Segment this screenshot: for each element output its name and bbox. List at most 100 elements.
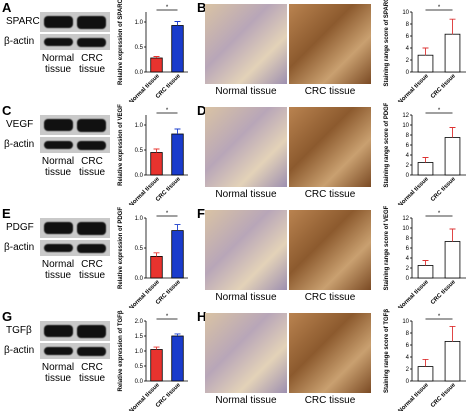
y-tick-label: 4 (406, 153, 410, 159)
bar (417, 54, 434, 73)
significance-mark: * (438, 211, 441, 217)
bar-chart: Staining range score of SPARC 0 2 4 6 8 10 Norm… (384, 0, 466, 102)
histology-image (205, 107, 287, 187)
error-bar (153, 56, 160, 58)
bar-chart: Staining range score of VEGF 0 2 4 6 8 10 12 Nor… (384, 206, 466, 308)
y-tick-label: 2 (406, 58, 410, 64)
image-label: CRC tissue (304, 189, 356, 200)
y-tick-label: 6 (406, 246, 410, 252)
y-tick-label: 0 (406, 70, 410, 76)
blot-band (77, 38, 106, 47)
histology-image (289, 313, 371, 393)
bar-chart: Relative expression of PDGF 0.00.51.0Norm… (118, 207, 188, 308)
error-bar (174, 224, 181, 231)
histology-image (289, 210, 371, 290)
histology-image (289, 107, 371, 187)
y-tick-label: 10 (402, 10, 409, 16)
histology-image (289, 4, 371, 84)
error-bar (153, 252, 160, 257)
y-tick-label: 2 (406, 163, 410, 169)
panel-letter: D (197, 103, 207, 118)
blot-band (77, 16, 106, 29)
blot-band (44, 325, 73, 337)
y-tick-label: 4 (406, 46, 410, 52)
x-tick-label: Normal tissue (398, 73, 431, 102)
blot-label: SPARC (6, 16, 40, 27)
error-bar (449, 228, 456, 242)
bar (150, 256, 163, 279)
y-axis-label: Relative expression of PDGF (118, 207, 124, 289)
image-label: CRC tissue (304, 395, 356, 406)
error-bar (449, 18, 456, 35)
error-bar (422, 358, 429, 367)
significance-mark: * (166, 5, 169, 11)
significance-mark: * (438, 108, 441, 114)
image-label: CRC tissue (304, 292, 356, 303)
significance-mark: * (166, 211, 169, 217)
bar (417, 265, 434, 279)
image-label: Normal tissue (215, 292, 277, 303)
blot-label: PDGF (6, 222, 34, 233)
image-label: Normal tissue (215, 86, 277, 97)
error-bar (422, 47, 429, 56)
bar (444, 33, 461, 73)
y-axis-label: Relative expression of TGFβ (118, 310, 124, 391)
blot-band (44, 119, 73, 131)
y-tick-label: 0 (406, 173, 410, 179)
blot-label: β-actin (4, 345, 35, 356)
bar (417, 366, 434, 382)
y-axis-label: Relative expression of VEGF (118, 104, 124, 186)
blot-band (77, 119, 106, 132)
y-tick-label: 1.5 (135, 334, 144, 340)
error-bar (422, 260, 429, 266)
x-tick-label: Normal tissue (398, 382, 431, 411)
bar (171, 25, 184, 73)
bar (444, 341, 461, 382)
lane-label: CRC tissue (78, 53, 106, 75)
image-label: CRC tissue (304, 86, 356, 97)
blot-band (44, 222, 73, 234)
y-tick-label: 10 (402, 123, 409, 129)
y-axis-label: Staining range score of TGFβ (384, 309, 390, 393)
y-tick-label: 6 (406, 143, 410, 149)
x-tick-label: CRC tissue (430, 73, 457, 100)
lane-label: CRC tissue (78, 156, 106, 178)
y-tick-label: 10 (402, 319, 409, 325)
bar-chart: Relative expression of VEGF 0.00.51.0Norm… (118, 104, 188, 205)
bar (150, 152, 163, 176)
blot-band (77, 347, 106, 356)
panel-letter: H (197, 309, 207, 324)
y-tick-label: 12 (402, 113, 409, 119)
bar (444, 137, 461, 176)
y-tick-label: 0.5 (135, 364, 144, 370)
lane-label: Normal tissue (41, 53, 75, 75)
bar-chart: Relative expression of SPARC 0.00.51.0Nor… (118, 0, 188, 102)
lane-label: Normal tissue (41, 259, 75, 281)
bar-chart: Staining range score of PDGF 0 2 4 6 8 10 12 Nor… (384, 103, 466, 205)
bar (444, 241, 461, 279)
y-axis-label: Relative expression of SPARC (118, 0, 124, 85)
bar (171, 230, 184, 279)
y-tick-label: 1.0 (135, 20, 144, 26)
y-axis-label: Staining range score of PDGF (384, 103, 390, 188)
error-bar (422, 157, 429, 163)
image-label: Normal tissue (215, 189, 277, 200)
x-tick-label: Normal tissue (398, 279, 431, 308)
y-tick-label: 8 (406, 331, 410, 337)
y-tick-label: 8 (406, 133, 410, 139)
y-tick-label: 12 (402, 216, 409, 222)
bar (171, 133, 184, 176)
panel-letter: F (197, 206, 205, 221)
blot-label: TGFβ (6, 325, 32, 336)
error-bar (449, 325, 456, 342)
bar-chart: Staining range score of TGFβ 0 2 4 6 8 10 Norma… (384, 309, 466, 411)
error-bar (174, 128, 181, 134)
blot-band (44, 16, 73, 28)
bar (171, 335, 184, 382)
error-bar (449, 127, 456, 138)
blot-band (77, 141, 106, 150)
y-tick-label: 0.5 (135, 45, 144, 51)
blot-band (77, 244, 106, 253)
y-tick-label: 10 (402, 226, 409, 232)
